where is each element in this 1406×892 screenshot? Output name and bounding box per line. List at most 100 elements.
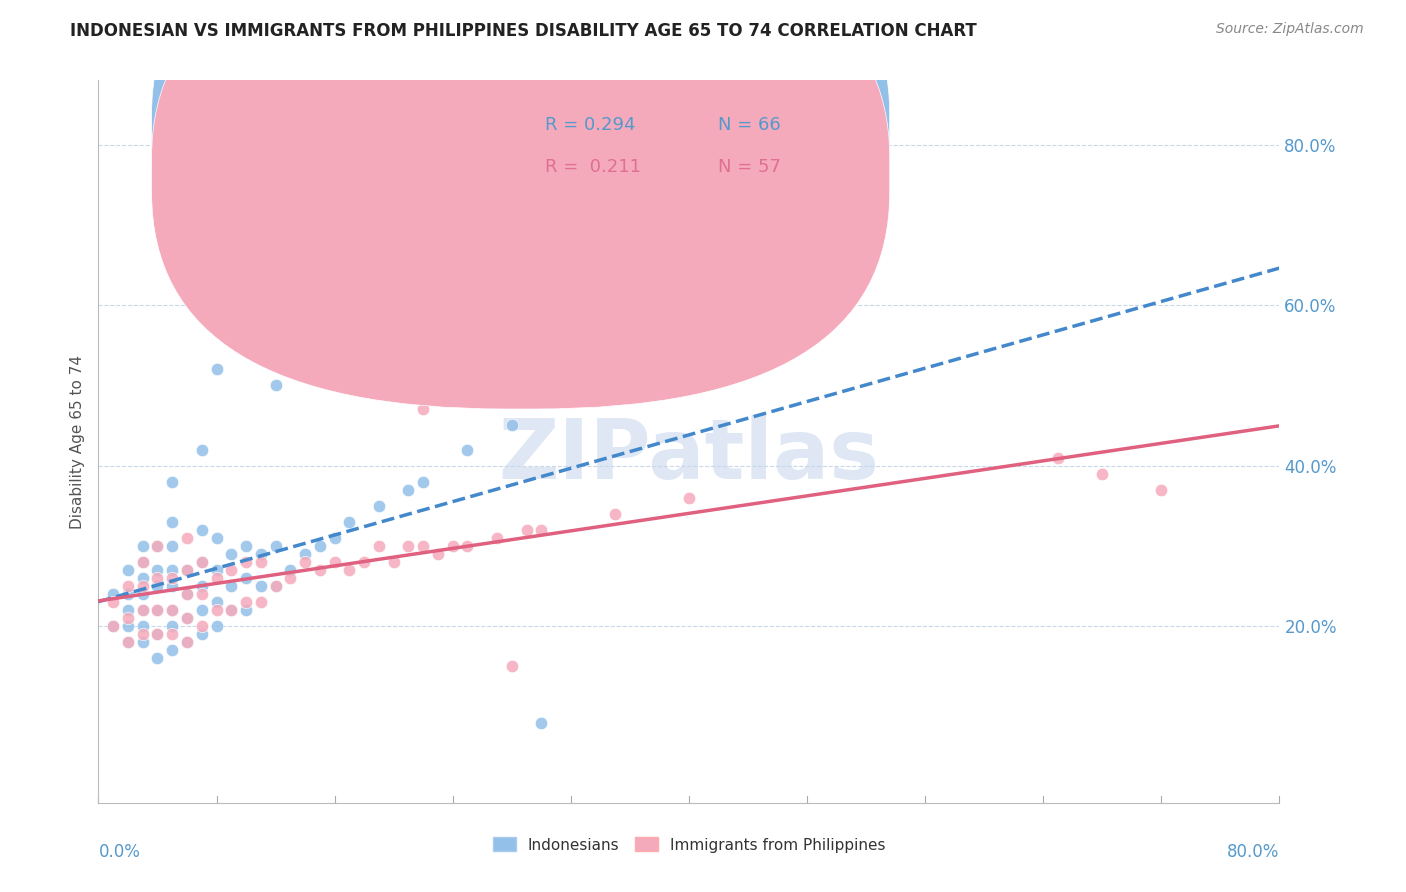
Point [605, 507, 627, 521]
Point [264, 539, 287, 553]
Point [205, 595, 228, 609]
Point [146, 571, 169, 585]
Point [501, 659, 523, 673]
Point [294, 338, 316, 352]
Point [457, 442, 479, 457]
Point [162, 627, 183, 641]
Point [132, 627, 155, 641]
Legend: Indonesians, Immigrants from Philippines: Indonesians, Immigrants from Philippines [485, 830, 893, 860]
Point [235, 555, 257, 569]
Point [353, 555, 375, 569]
Point [117, 635, 139, 649]
Point [162, 539, 183, 553]
Point [191, 555, 214, 569]
Point [1150, 483, 1173, 497]
Point [191, 555, 214, 569]
Point [146, 563, 169, 577]
Point [309, 563, 332, 577]
Point [146, 539, 169, 553]
Point [176, 587, 198, 601]
Point [486, 531, 509, 545]
Point [191, 579, 214, 593]
Point [103, 619, 125, 633]
Point [516, 523, 538, 537]
Point [191, 523, 214, 537]
Point [146, 539, 169, 553]
Point [250, 595, 273, 609]
Point [162, 643, 183, 657]
Point [501, 418, 523, 433]
Point [250, 547, 273, 561]
Point [132, 571, 155, 585]
Point [205, 603, 228, 617]
Point [323, 555, 346, 569]
Point [132, 555, 155, 569]
Point [146, 651, 169, 665]
Point [412, 475, 434, 489]
Point [398, 539, 420, 553]
Point [103, 587, 125, 601]
FancyBboxPatch shape [152, 0, 890, 366]
Point [146, 627, 169, 641]
Text: N = 66: N = 66 [718, 117, 782, 135]
Point [368, 499, 391, 513]
Point [353, 298, 375, 312]
Text: R = 0.294: R = 0.294 [546, 117, 636, 135]
Point [205, 362, 228, 376]
Point [117, 619, 139, 633]
Point [309, 539, 332, 553]
Point [176, 563, 198, 577]
Point [176, 635, 198, 649]
Text: ZIPatlas: ZIPatlas [499, 416, 879, 497]
Point [1046, 450, 1070, 465]
Point [103, 619, 125, 633]
Text: 80.0%: 80.0% [1227, 843, 1279, 861]
Point [221, 579, 243, 593]
Point [162, 563, 183, 577]
Point [368, 539, 391, 553]
Point [294, 547, 316, 561]
Point [176, 587, 198, 601]
Point [294, 555, 316, 569]
Point [132, 603, 155, 617]
Point [146, 603, 169, 617]
Point [205, 619, 228, 633]
Point [427, 547, 450, 561]
Text: Source: ZipAtlas.com: Source: ZipAtlas.com [1216, 22, 1364, 37]
Point [117, 611, 139, 625]
Text: INDONESIAN VS IMMIGRANTS FROM PHILIPPINES DISABILITY AGE 65 TO 74 CORRELATION CH: INDONESIAN VS IMMIGRANTS FROM PHILIPPINE… [70, 22, 977, 40]
Point [382, 555, 405, 569]
Point [162, 475, 183, 489]
Y-axis label: Disability Age 65 to 74: Disability Age 65 to 74 [69, 354, 84, 529]
Point [1091, 467, 1114, 481]
Point [162, 619, 183, 633]
Point [235, 539, 257, 553]
Point [205, 571, 228, 585]
Point [162, 515, 183, 529]
Text: R =  0.211: R = 0.211 [546, 158, 641, 176]
Point [117, 563, 139, 577]
Point [205, 563, 228, 577]
Point [280, 571, 302, 585]
Point [132, 635, 155, 649]
Point [339, 563, 361, 577]
Point [162, 579, 183, 593]
Point [205, 531, 228, 545]
Point [323, 531, 346, 545]
Point [132, 555, 155, 569]
Text: 0.0%: 0.0% [98, 843, 141, 861]
Point [441, 539, 464, 553]
Point [117, 579, 139, 593]
Point [117, 587, 139, 601]
FancyBboxPatch shape [152, 0, 890, 409]
Point [146, 579, 169, 593]
Point [412, 539, 434, 553]
Point [264, 579, 287, 593]
Point [162, 603, 183, 617]
Point [250, 579, 273, 593]
Point [398, 483, 420, 497]
Point [235, 595, 257, 609]
FancyBboxPatch shape [464, 87, 866, 225]
Point [264, 378, 287, 392]
Point [162, 571, 183, 585]
